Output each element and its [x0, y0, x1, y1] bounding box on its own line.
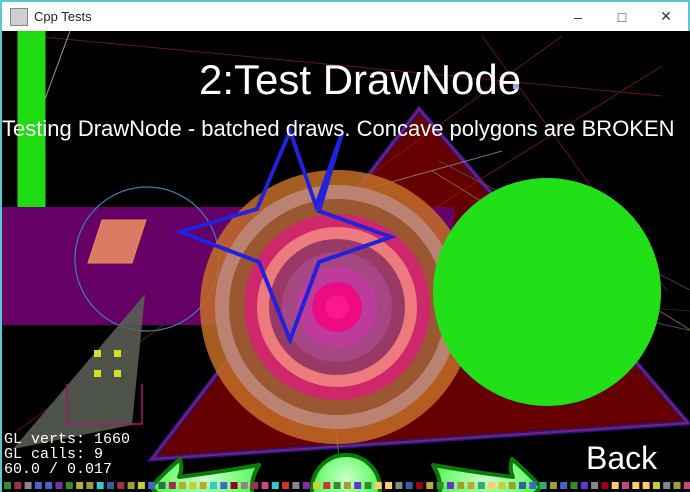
- svg-text:60.0 / 0.017: 60.0 / 0.017: [4, 461, 112, 478]
- svg-text:Back: Back: [586, 440, 658, 476]
- svg-text:2:Test DrawNode: 2:Test DrawNode: [199, 56, 521, 103]
- svg-text:Testing DrawNode - batched dra: Testing DrawNode - batched draws. Concav…: [2, 116, 675, 141]
